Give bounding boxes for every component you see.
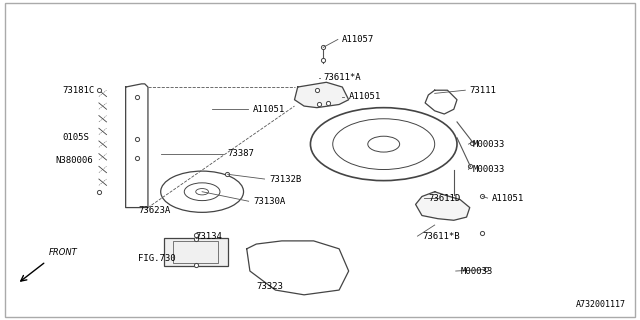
Text: 0105S: 0105S [62,133,89,142]
Text: A11057: A11057 [342,35,374,44]
Text: N380006: N380006 [56,156,93,164]
Polygon shape [415,192,470,220]
Polygon shape [294,82,349,108]
Text: A732001117: A732001117 [576,300,626,309]
Text: M00033: M00033 [473,165,505,174]
Bar [173,241,218,263]
Text: A11051: A11051 [349,92,381,101]
Text: 73387: 73387 [228,149,255,158]
Text: 73611*B: 73611*B [422,232,460,241]
Text: 73181C: 73181C [62,86,94,95]
Text: 73132B: 73132B [269,174,301,184]
Text: FRONT: FRONT [49,248,78,257]
Text: M00033: M00033 [460,267,492,276]
Text: 73611D: 73611D [428,194,461,203]
Text: 73134: 73134 [196,232,223,241]
Text: M00033: M00033 [473,140,505,148]
Text: 73323: 73323 [256,282,283,292]
Text: 73611*A: 73611*A [323,73,361,82]
Bar [164,238,228,266]
Text: A11051: A11051 [492,194,524,203]
Text: A11051: A11051 [253,105,285,114]
Text: FIG.730: FIG.730 [138,254,176,263]
Text: 73623A: 73623A [138,206,171,215]
Text: 73111: 73111 [470,86,497,95]
Text: 73130A: 73130A [253,197,285,206]
